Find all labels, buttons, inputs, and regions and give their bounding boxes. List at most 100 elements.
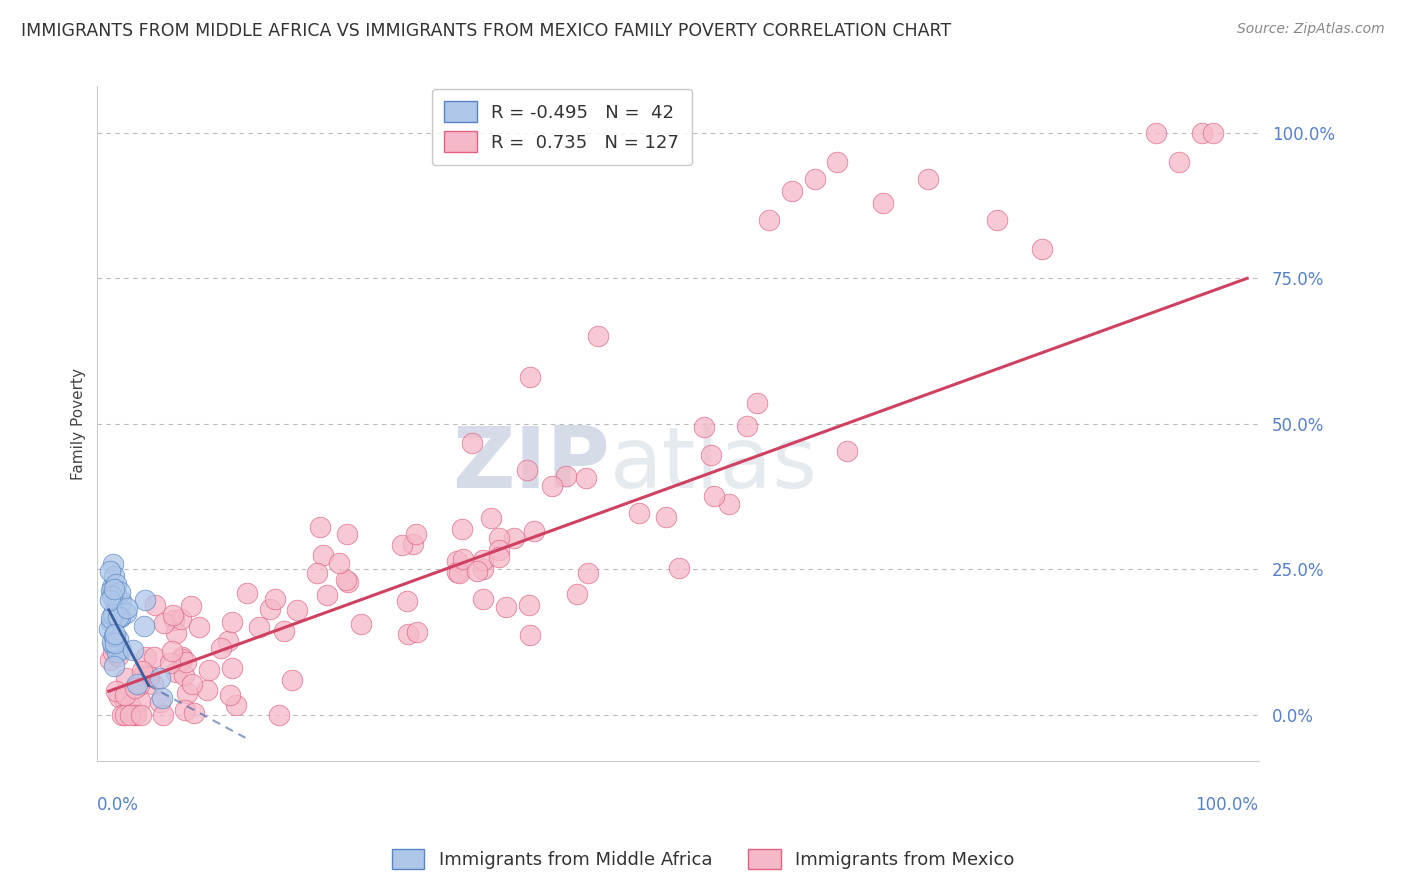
Point xyxy=(103,557,125,571)
Point xyxy=(181,677,204,691)
Point xyxy=(103,582,125,597)
Point xyxy=(104,588,127,602)
Point xyxy=(328,556,350,570)
Point xyxy=(153,615,176,630)
Point xyxy=(142,677,165,691)
Point xyxy=(503,532,526,546)
Point xyxy=(1144,126,1167,140)
Point xyxy=(163,613,186,627)
Point xyxy=(174,703,197,717)
Point xyxy=(176,686,198,700)
Point xyxy=(100,611,122,625)
Point xyxy=(101,589,124,603)
Point xyxy=(152,707,174,722)
Point xyxy=(122,707,145,722)
Point xyxy=(917,172,939,186)
Point xyxy=(316,588,339,602)
Y-axis label: Family Poverty: Family Poverty xyxy=(72,368,86,480)
Point xyxy=(173,667,195,681)
Point xyxy=(391,538,413,552)
Point xyxy=(219,689,242,703)
Text: 100.0%: 100.0% xyxy=(1195,796,1258,814)
Point xyxy=(103,658,125,673)
Point xyxy=(221,615,243,629)
Point xyxy=(103,629,125,643)
Point xyxy=(780,184,803,198)
Point xyxy=(336,526,359,541)
Point xyxy=(103,591,125,606)
Point xyxy=(461,435,484,450)
Point xyxy=(1191,126,1213,140)
Point xyxy=(122,643,145,657)
Point xyxy=(172,650,194,665)
Point xyxy=(118,707,141,722)
Point xyxy=(280,673,302,687)
Point xyxy=(837,444,859,458)
Point xyxy=(655,510,678,524)
Point xyxy=(165,625,187,640)
Point xyxy=(114,671,136,685)
Point xyxy=(1031,242,1053,256)
Point xyxy=(405,527,427,541)
Point xyxy=(104,577,127,591)
Point xyxy=(103,607,125,622)
Point xyxy=(285,603,308,617)
Point xyxy=(115,601,138,615)
Point xyxy=(718,497,741,511)
Point xyxy=(803,172,825,186)
Point xyxy=(471,592,494,607)
Point xyxy=(110,610,132,624)
Point xyxy=(100,564,122,578)
Point xyxy=(132,668,155,682)
Point xyxy=(668,561,690,575)
Point xyxy=(98,593,121,607)
Point xyxy=(872,195,894,210)
Point xyxy=(104,587,127,601)
Point xyxy=(519,627,541,641)
Point xyxy=(149,695,172,709)
Point xyxy=(104,636,127,650)
Point xyxy=(127,676,149,690)
Point xyxy=(565,587,588,601)
Point xyxy=(107,609,129,624)
Point xyxy=(446,554,468,568)
Point xyxy=(699,448,721,462)
Point xyxy=(627,506,650,520)
Point xyxy=(541,478,564,492)
Point xyxy=(273,624,295,638)
Point xyxy=(495,599,517,614)
Point xyxy=(128,678,150,692)
Point xyxy=(336,575,359,590)
Point xyxy=(143,649,166,664)
Point xyxy=(124,681,146,695)
Point xyxy=(105,599,128,613)
Point xyxy=(143,598,166,612)
Text: ZIP: ZIP xyxy=(451,423,610,506)
Point xyxy=(110,584,132,599)
Point xyxy=(488,542,510,557)
Point xyxy=(136,668,159,682)
Point xyxy=(118,698,141,712)
Point xyxy=(101,580,124,594)
Point xyxy=(159,656,181,670)
Point xyxy=(180,599,202,614)
Point xyxy=(98,653,121,667)
Point xyxy=(447,566,470,580)
Point xyxy=(1202,126,1225,140)
Point xyxy=(112,692,135,706)
Point xyxy=(103,644,125,658)
Point xyxy=(135,650,157,665)
Point xyxy=(105,684,128,698)
Point xyxy=(395,594,418,608)
Point xyxy=(401,537,423,551)
Point xyxy=(516,463,538,477)
Point xyxy=(523,524,546,538)
Point xyxy=(103,569,125,583)
Legend: Immigrants from Middle Africa, Immigrants from Mexico: Immigrants from Middle Africa, Immigrant… xyxy=(382,839,1024,879)
Point xyxy=(264,592,287,607)
Point xyxy=(335,574,357,588)
Point xyxy=(98,622,121,636)
Point xyxy=(129,707,152,722)
Point xyxy=(129,694,152,708)
Point xyxy=(107,649,129,664)
